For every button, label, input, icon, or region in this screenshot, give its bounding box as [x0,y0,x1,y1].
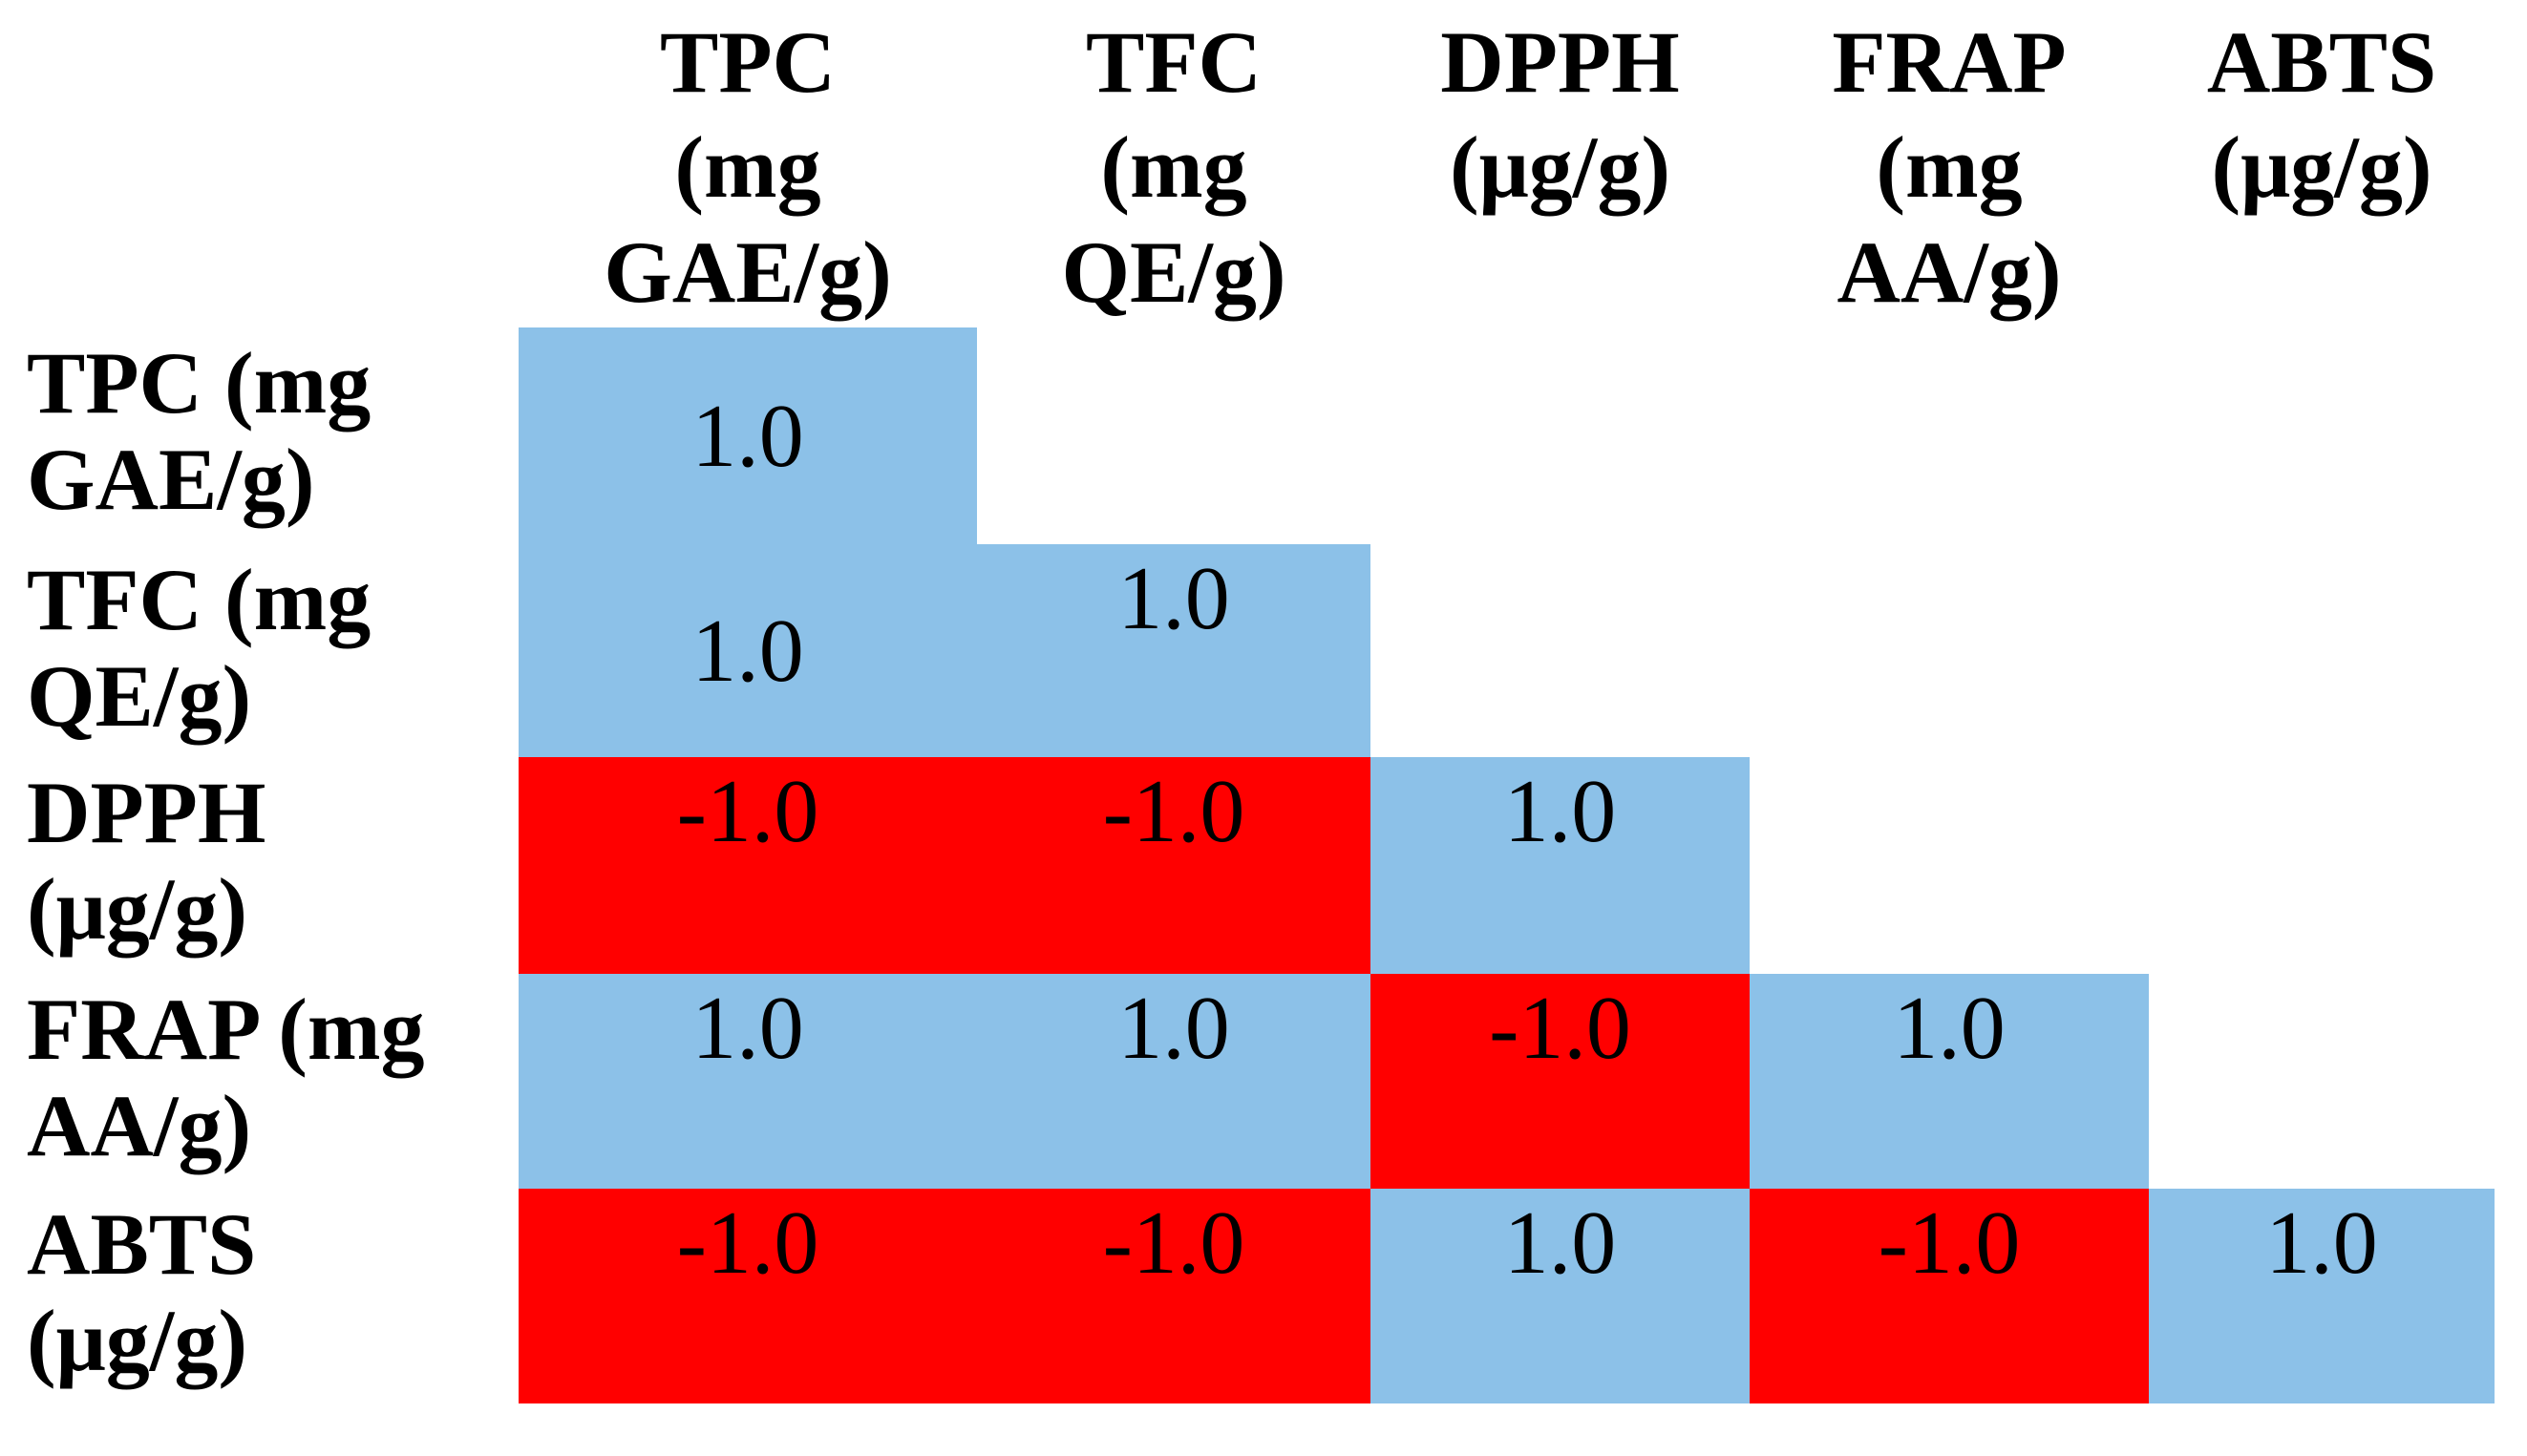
row-header-abts: ABTS (μg/g) [27,1195,257,1389]
matrix-cell-dpph-tpc: -1.0 [519,757,977,974]
empty-cell [977,327,1370,544]
matrix-cell-abts-frap: -1.0 [1750,1189,2149,1403]
matrix-cell-dpph-tfc: -1.0 [977,757,1370,974]
empty-cell [2149,544,2495,757]
empty-cell [1370,544,1750,757]
corner-cell [0,0,519,327]
empty-cell [1750,757,2149,974]
column-header-tpc: TPC (mg GAE/g) [604,13,892,321]
matrix-cell-frap-frap: 1.0 [1750,974,2149,1189]
correlation-matrix: TPC (mg GAE/g) TFC (mg QE/g) DPPH (μg/g)… [0,0,2495,1403]
column-header-frap: FRAP (mg AA/g) [1832,13,2067,321]
row-header-tpc: TPC (mg GAE/g) [27,334,372,528]
matrix-cell-abts-tpc: -1.0 [519,1189,977,1403]
matrix-cell-dpph-dpph: 1.0 [1370,757,1750,974]
row-header-dpph: DPPH (μg/g) [27,764,266,958]
column-header-dpph: DPPH (μg/g) [1440,13,1680,216]
matrix-cell-frap-dpph: -1.0 [1370,974,1750,1189]
matrix-cell-tfc-tfc: 1.0 [977,544,1370,757]
matrix-cell-frap-tfc: 1.0 [977,974,1370,1189]
matrix-cell-tpc-tpc: 1.0 [519,327,977,544]
matrix-cell-abts-tfc: -1.0 [977,1189,1370,1403]
matrix-cell-frap-tpc: 1.0 [519,974,977,1189]
matrix-cell-abts-dpph: 1.0 [1370,1189,1750,1403]
empty-cell [1370,327,1750,544]
column-header-tfc: TFC (mg QE/g) [1061,13,1286,321]
empty-cell [1750,327,2149,544]
column-header-abts: ABTS (μg/g) [2206,13,2437,216]
matrix-cell-abts-abts: 1.0 [2149,1189,2495,1403]
row-header-tfc: TFC (mg QE/g) [27,551,372,745]
row-header-frap: FRAP (mg AA/g) [27,981,425,1174]
empty-cell [2149,327,2495,544]
empty-cell [2149,974,2495,1189]
empty-cell [1750,544,2149,757]
matrix-cell-tfc-tpc: 1.0 [519,544,977,757]
empty-cell [2149,757,2495,974]
